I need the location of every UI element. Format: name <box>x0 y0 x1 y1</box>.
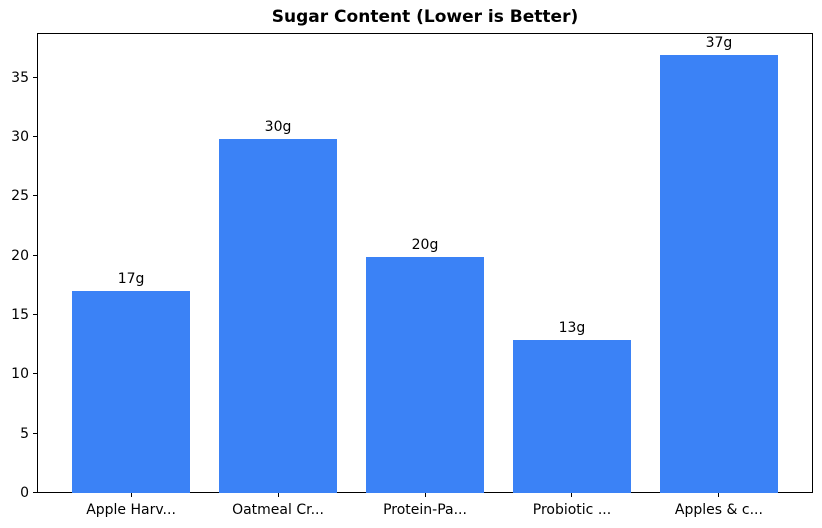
x-tick-label: Apple Harv... <box>86 502 176 518</box>
bar <box>513 339 631 493</box>
bar-value-label: 30g <box>264 119 292 136</box>
y-tick-mark <box>33 432 37 434</box>
y-tick-mark <box>33 313 37 315</box>
x-tick-mark <box>277 493 279 497</box>
x-tick-label: Protein-Pa... <box>383 502 467 518</box>
y-tick-label: 0 <box>20 485 29 501</box>
y-tick-label: 20 <box>11 247 29 264</box>
bar <box>219 139 337 493</box>
y-tick-mark <box>33 135 37 137</box>
x-tick-label: Probiotic ... <box>532 502 612 518</box>
y-tick-label: 10 <box>11 366 29 383</box>
y-tick-mark <box>33 492 37 493</box>
bar-value-label: 37g <box>705 34 733 51</box>
x-tick-label: Apples & c... <box>674 502 763 518</box>
y-tick-label: 5 <box>20 425 29 442</box>
y-tick-label: 15 <box>11 306 29 323</box>
y-tick-mark <box>33 195 37 197</box>
y-tick-mark <box>33 254 37 256</box>
bar-value-label: 13g <box>558 319 586 336</box>
bar-value-label: 17g <box>117 271 145 288</box>
y-tick-label: 25 <box>11 188 29 205</box>
x-tick-mark <box>130 493 132 497</box>
bar-value-label: 20g <box>411 236 439 253</box>
x-tick-mark <box>424 493 426 497</box>
y-tick-mark <box>33 373 37 375</box>
y-tick-label: 30 <box>11 128 29 145</box>
x-tick-mark <box>718 493 720 497</box>
bar <box>366 256 484 493</box>
x-tick-mark <box>571 493 573 497</box>
x-tick-label: Oatmeal Cr... <box>232 502 324 518</box>
bar <box>660 54 778 493</box>
y-tick-mark <box>33 76 37 78</box>
y-tick-label: 35 <box>11 69 29 86</box>
bar <box>72 291 190 493</box>
chart-title: Sugar Content (Lower is Better) <box>271 7 579 27</box>
